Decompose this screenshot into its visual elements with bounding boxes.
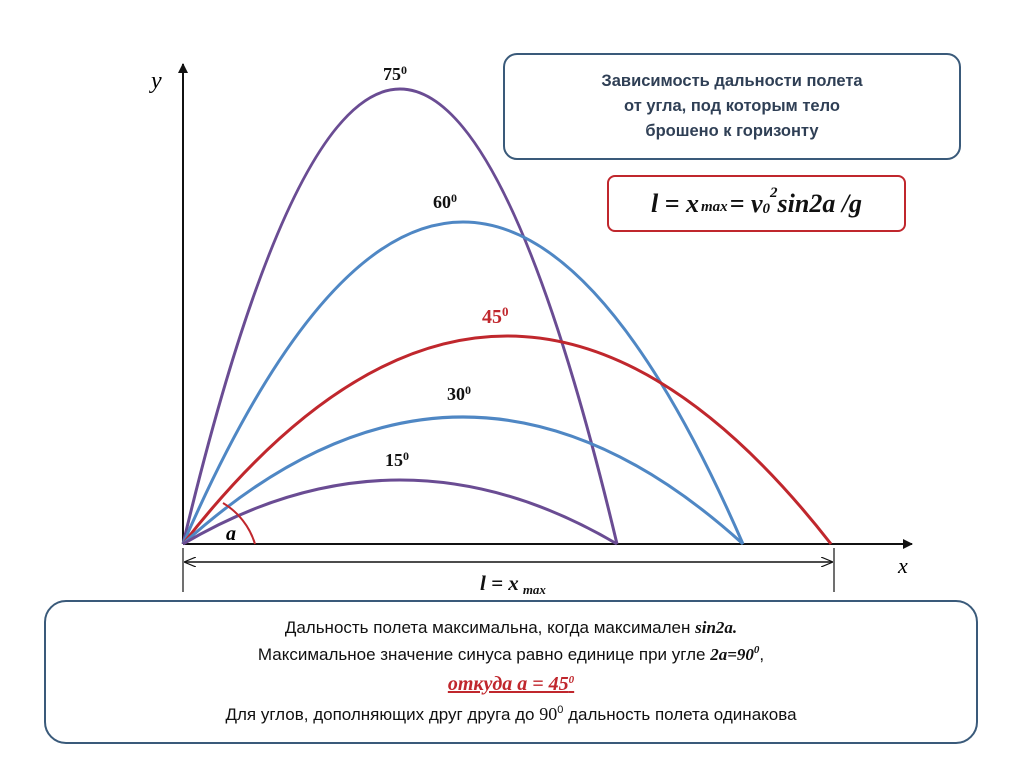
angle-label: a: [226, 523, 236, 545]
label-30: 300: [447, 383, 471, 404]
formula-sub-max: max: [700, 199, 728, 215]
line4-text-a: Для углов, дополняющих друг друга до: [225, 704, 540, 724]
conclusion-line-4: Для углов, дополняющих друг друга до 900…: [225, 701, 796, 731]
title-line-3: брошено к горизонту: [645, 122, 819, 140]
line3-sup: 0: [568, 673, 575, 686]
x-axis-label: x: [897, 553, 908, 578]
label-15: 150: [385, 449, 409, 470]
label-60: 600: [433, 191, 457, 212]
trajectory-15-curve: [182, 478, 618, 546]
formula-v: = v: [729, 188, 763, 218]
label-75: 750: [383, 63, 407, 84]
conclusion-line-3: откуда a = 450: [448, 671, 574, 701]
line1-expr: sin2a.: [695, 617, 738, 637]
formula-sub-0: 0: [762, 201, 771, 217]
angle-arc: [222, 502, 256, 545]
line2-end: ,: [759, 644, 765, 664]
formula-lhs: l = x: [650, 188, 699, 218]
formula-sup-2: 2: [770, 185, 778, 201]
title-line-1: Зависимость дальности полета: [601, 72, 863, 90]
line2-expr: 2a=90: [710, 644, 754, 664]
line3-result: откуда a = 450: [448, 673, 574, 695]
line4-num: 90: [539, 703, 558, 724]
line3-text: откуда a = 45: [447, 672, 569, 695]
trajectory-30-curve: [181, 415, 745, 546]
line4-text-b: дальность полета одинакова: [563, 704, 797, 724]
title-line-2: от угла, под которым тело: [624, 97, 840, 115]
line2-text: Максимальное значение синуса равно едини…: [257, 644, 711, 664]
conclusion-box: Дальность полета максимальна, когда макс…: [44, 600, 978, 744]
conclusion-line-1: Дальность полета максимальна, когда макс…: [285, 614, 737, 641]
line2-sup: 0: [753, 643, 760, 656]
line1-text: Дальность полета максимальна, когда макс…: [284, 617, 696, 637]
y-axis-label: y: [149, 68, 162, 94]
formula-rhs: sin2a /g: [777, 188, 863, 218]
line4-sup: 0: [557, 703, 564, 716]
trajectory-45-curve: [181, 334, 833, 545]
title-box: Зависимость дальности полета от угла, по…: [503, 53, 961, 160]
range-formula-box: l = x max = v 0 2 sin2a /g: [607, 175, 906, 232]
trajectory-diagram: y x a 750 600 450 300 150 l = x max: [149, 63, 913, 597]
label-45: 450: [482, 304, 509, 328]
trajectory-75-curve: [181, 87, 619, 545]
range-label: l = x max: [480, 571, 546, 597]
conclusion-line-2: Максимальное значение синуса равно едини…: [258, 641, 764, 671]
